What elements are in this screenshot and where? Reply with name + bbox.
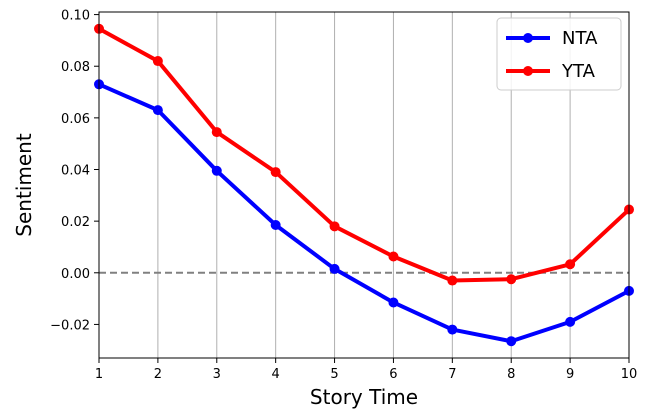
y-tick-label: 0.08	[61, 60, 90, 75]
point-nta-4	[270, 220, 281, 231]
y-tick-label: 0.02	[61, 215, 90, 230]
point-nta-6	[388, 297, 399, 308]
point-yta-9	[565, 259, 576, 270]
x-tick-label: 1	[95, 367, 103, 382]
legend-marker-nta	[523, 33, 533, 43]
legend: NTA YTA	[496, 17, 622, 91]
point-yta-3	[211, 127, 222, 138]
x-tick-label: 6	[389, 367, 397, 382]
y-tick-label: 0.06	[61, 112, 90, 127]
x-tick-label: 5	[330, 367, 338, 382]
point-nta-3	[211, 165, 222, 176]
legend-item-nta: NTA	[506, 28, 598, 49]
point-nta-9	[565, 316, 576, 327]
x-tick-label: 4	[272, 367, 280, 382]
x-axis-label: Story Time	[310, 385, 418, 409]
point-nta-7	[447, 324, 458, 335]
point-yta-7	[447, 275, 458, 286]
x-tick-label: 10	[621, 367, 638, 382]
legend-item-yta: YTA	[506, 61, 596, 82]
x-tick-label: 7	[448, 367, 456, 382]
y-tick-label: 0.10	[61, 9, 90, 24]
y-axis-ticks: 0.10 0.08 0.06 0.04 0.02 0.00 −0.02	[50, 9, 99, 333]
plot-frame	[98, 11, 630, 359]
y-tick-label: 0.00	[61, 267, 90, 282]
series-line-yta	[98, 27, 631, 283]
legend-label-nta: NTA	[562, 28, 598, 49]
legend-box	[496, 17, 622, 91]
point-yta-2	[152, 56, 163, 67]
point-nta-8	[506, 336, 517, 347]
x-tick-label: 2	[154, 367, 162, 382]
x-tick-label: 9	[566, 367, 574, 382]
point-yta-4	[270, 167, 281, 178]
y-tick-label: 0.04	[61, 164, 90, 179]
y-axis-label: Sentiment	[12, 133, 36, 237]
x-tick-label: 8	[507, 367, 515, 382]
x-axis-ticks: 1 2 3 4 5 6 7 8 9 10	[95, 358, 637, 382]
legend-marker-yta	[523, 66, 533, 76]
point-yta-5	[329, 221, 340, 232]
y-tick-label: −0.02	[50, 318, 90, 333]
point-yta-8	[506, 274, 517, 285]
series-layer	[94, 23, 634, 347]
point-yta-6	[388, 251, 399, 262]
point-nta-2	[152, 105, 163, 116]
point-nta-5	[329, 263, 340, 274]
series-line-nta	[98, 82, 630, 344]
legend-label-yta: YTA	[561, 61, 596, 82]
series-nta	[94, 79, 634, 347]
x-tick-label: 3	[213, 367, 221, 382]
